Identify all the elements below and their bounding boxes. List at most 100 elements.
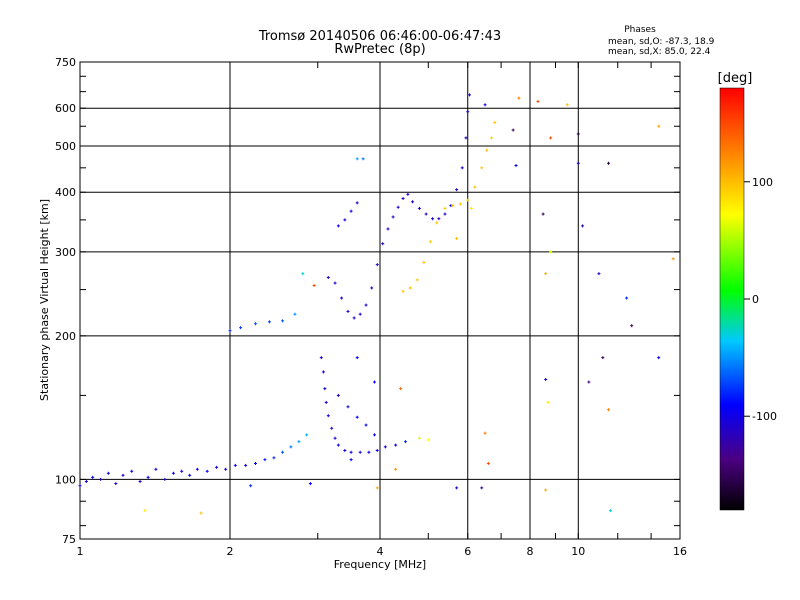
- data-point: [244, 463, 248, 467]
- data-point: [326, 414, 330, 418]
- colorbar: [deg] 100 0 -100: [718, 71, 777, 511]
- data-point: [352, 316, 356, 320]
- data-point: [401, 197, 405, 201]
- data-point: [455, 236, 459, 240]
- phases-header: Phases: [624, 25, 656, 35]
- data-point: [358, 450, 362, 454]
- data-point: [326, 276, 330, 280]
- data-point: [394, 443, 398, 447]
- data-point: [460, 166, 464, 170]
- data-point: [451, 204, 455, 208]
- data-point: [355, 356, 359, 360]
- data-point: [297, 440, 301, 444]
- y-tick-label: 750: [55, 56, 76, 69]
- data-point: [466, 198, 470, 202]
- data-point: [205, 469, 209, 473]
- data-point: [305, 433, 309, 437]
- data-point: [486, 461, 490, 465]
- data-point: [406, 192, 410, 196]
- y-tick-label: 200: [55, 330, 76, 343]
- data-point: [349, 458, 353, 462]
- x-tick-label: 1: [77, 545, 84, 558]
- data-point: [431, 217, 435, 221]
- data-point: [424, 212, 428, 216]
- data-point: [399, 387, 403, 391]
- x-axis-ticks: 1 2 4 6 8 10 16: [77, 62, 687, 558]
- data-point: [517, 96, 521, 100]
- data-point: [469, 206, 473, 210]
- data-point: [607, 408, 611, 412]
- data-point: [544, 488, 548, 492]
- data-point: [239, 326, 243, 330]
- gridlines: [80, 62, 680, 539]
- data-point: [308, 482, 312, 486]
- data-point: [422, 260, 426, 264]
- y-tick-label: 300: [55, 246, 76, 259]
- data-point: [657, 356, 661, 360]
- data-point: [233, 463, 237, 467]
- data-point: [549, 250, 553, 254]
- data-point: [130, 469, 134, 473]
- colorbar-ticks: 100 0 -100: [744, 176, 777, 423]
- y-tick-label: 400: [55, 186, 76, 199]
- data-point: [473, 185, 477, 189]
- data-point: [333, 281, 337, 285]
- stats-o-mode: mean, sd,O: -87.3, 18.9: [608, 37, 715, 47]
- data-point: [343, 218, 347, 222]
- x-tick-label: 6: [464, 545, 471, 558]
- data-point: [657, 124, 661, 128]
- y-axis-ticks: 75 100 200 300 400 500 600 750: [55, 56, 680, 546]
- data-point: [224, 467, 228, 471]
- colorbar-tick-label: 0: [752, 293, 759, 306]
- x-tick-label: 4: [377, 545, 384, 558]
- data-point: [493, 121, 497, 125]
- data-point: [443, 206, 447, 210]
- data-point: [263, 458, 267, 462]
- data-point: [163, 477, 167, 481]
- data-point: [253, 322, 257, 326]
- data-point: [195, 467, 199, 471]
- data-point: [355, 415, 359, 419]
- data-point: [544, 377, 548, 381]
- colorbar-gradient: [719, 87, 745, 511]
- data-point: [358, 312, 362, 316]
- data-point: [114, 482, 118, 486]
- x-axis-label: Frequency [MHz]: [334, 558, 426, 571]
- data-point: [587, 380, 591, 384]
- y-tick-label: 75: [62, 533, 76, 546]
- x-tick-label: 8: [527, 545, 534, 558]
- data-point: [367, 450, 371, 454]
- data-point: [443, 212, 447, 216]
- data-point: [312, 283, 316, 287]
- data-point: [381, 242, 385, 246]
- data-point: [383, 445, 387, 449]
- data-point: [546, 400, 550, 404]
- data-point: [411, 200, 415, 204]
- data-point: [199, 511, 203, 515]
- data-point: [121, 473, 125, 477]
- data-point: [464, 136, 468, 140]
- data-point: [415, 278, 419, 282]
- data-point: [336, 443, 340, 447]
- data-point: [180, 469, 184, 473]
- data-point: [349, 209, 353, 213]
- data-point: [143, 509, 147, 513]
- data-point: [437, 217, 441, 221]
- plot-area: 1 2 4 6 8 10 16 75 100 200 300 400 500 600 750: [55, 56, 687, 558]
- data-point: [490, 136, 494, 140]
- data-point: [426, 438, 430, 442]
- y-tick-label: 600: [55, 102, 76, 115]
- data-point: [91, 475, 95, 479]
- data-point: [319, 356, 323, 360]
- data-point: [171, 471, 175, 475]
- data-point: [541, 212, 545, 216]
- data-point: [154, 467, 158, 471]
- data-point: [455, 486, 459, 490]
- data-point: [396, 205, 400, 209]
- data-point: [78, 484, 82, 488]
- data-point: [597, 272, 601, 276]
- data-point: [483, 103, 487, 107]
- colorbar-label: [deg]: [718, 71, 753, 86]
- stats-x-mode: mean, sd,X: 85.0, 22.4: [608, 47, 711, 57]
